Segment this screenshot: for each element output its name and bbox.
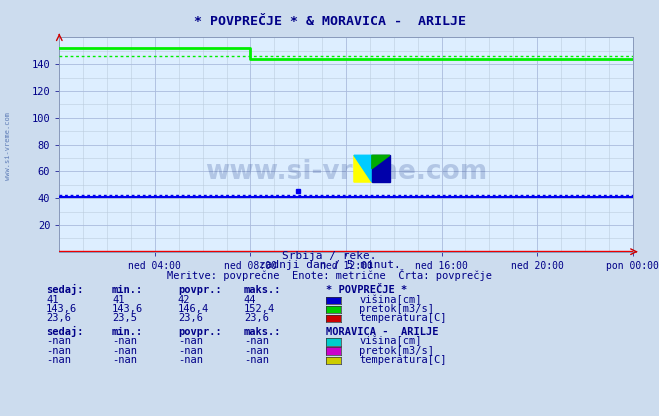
Text: min.:: min.: xyxy=(112,327,143,337)
Text: -nan: -nan xyxy=(244,346,269,356)
Text: www.si-vreme.com: www.si-vreme.com xyxy=(5,111,11,180)
Text: MORAVICA -  ARILJE: MORAVICA - ARILJE xyxy=(326,327,439,337)
Text: -nan: -nan xyxy=(46,346,71,356)
Text: -nan: -nan xyxy=(178,346,203,356)
Text: -nan: -nan xyxy=(46,355,71,365)
Text: 41: 41 xyxy=(46,295,59,305)
Polygon shape xyxy=(354,155,372,182)
Text: temperatura[C]: temperatura[C] xyxy=(359,313,447,323)
Text: zadnji dan / 5 minut.: zadnji dan / 5 minut. xyxy=(258,260,401,270)
Text: 41: 41 xyxy=(112,295,125,305)
Text: -nan: -nan xyxy=(112,346,137,356)
Text: višina[cm]: višina[cm] xyxy=(359,295,422,305)
Text: 152,4: 152,4 xyxy=(244,304,275,314)
Text: -nan: -nan xyxy=(46,337,71,347)
Text: sedaj:: sedaj: xyxy=(46,284,84,295)
Text: 146,4: 146,4 xyxy=(178,304,209,314)
Text: maks.:: maks.: xyxy=(244,327,281,337)
Text: sedaj:: sedaj: xyxy=(46,326,84,337)
Text: pretok[m3/s]: pretok[m3/s] xyxy=(359,346,434,356)
Text: pretok[m3/s]: pretok[m3/s] xyxy=(359,304,434,314)
Text: Srbija / reke.: Srbija / reke. xyxy=(282,251,377,261)
Text: 44: 44 xyxy=(244,295,256,305)
Text: Meritve: povprečne  Enote: metrične  Črta: povprečje: Meritve: povprečne Enote: metrične Črta:… xyxy=(167,269,492,281)
Polygon shape xyxy=(354,155,372,182)
Text: povpr.:: povpr.: xyxy=(178,285,221,295)
Text: * POVPREČJE *: * POVPREČJE * xyxy=(326,285,407,295)
Text: -nan: -nan xyxy=(112,337,137,347)
Text: -nan: -nan xyxy=(244,337,269,347)
Text: temperatura[C]: temperatura[C] xyxy=(359,355,447,365)
Text: višina[cm]: višina[cm] xyxy=(359,336,422,347)
Text: 23,6: 23,6 xyxy=(46,313,71,323)
Text: -nan: -nan xyxy=(244,355,269,365)
Polygon shape xyxy=(372,155,389,168)
Text: 42: 42 xyxy=(178,295,190,305)
Text: * POVPREČJE * & MORAVICA -  ARILJE: * POVPREČJE * & MORAVICA - ARILJE xyxy=(194,15,465,27)
Text: 143,6: 143,6 xyxy=(112,304,143,314)
Text: povpr.:: povpr.: xyxy=(178,327,221,337)
Text: maks.:: maks.: xyxy=(244,285,281,295)
Text: 23,6: 23,6 xyxy=(244,313,269,323)
Text: -nan: -nan xyxy=(178,337,203,347)
Text: 23,5: 23,5 xyxy=(112,313,137,323)
Text: 143,6: 143,6 xyxy=(46,304,77,314)
Text: -nan: -nan xyxy=(112,355,137,365)
Text: www.si-vreme.com: www.si-vreme.com xyxy=(205,159,487,186)
Polygon shape xyxy=(372,155,389,182)
Text: min.:: min.: xyxy=(112,285,143,295)
Text: 23,6: 23,6 xyxy=(178,313,203,323)
Text: -nan: -nan xyxy=(178,355,203,365)
